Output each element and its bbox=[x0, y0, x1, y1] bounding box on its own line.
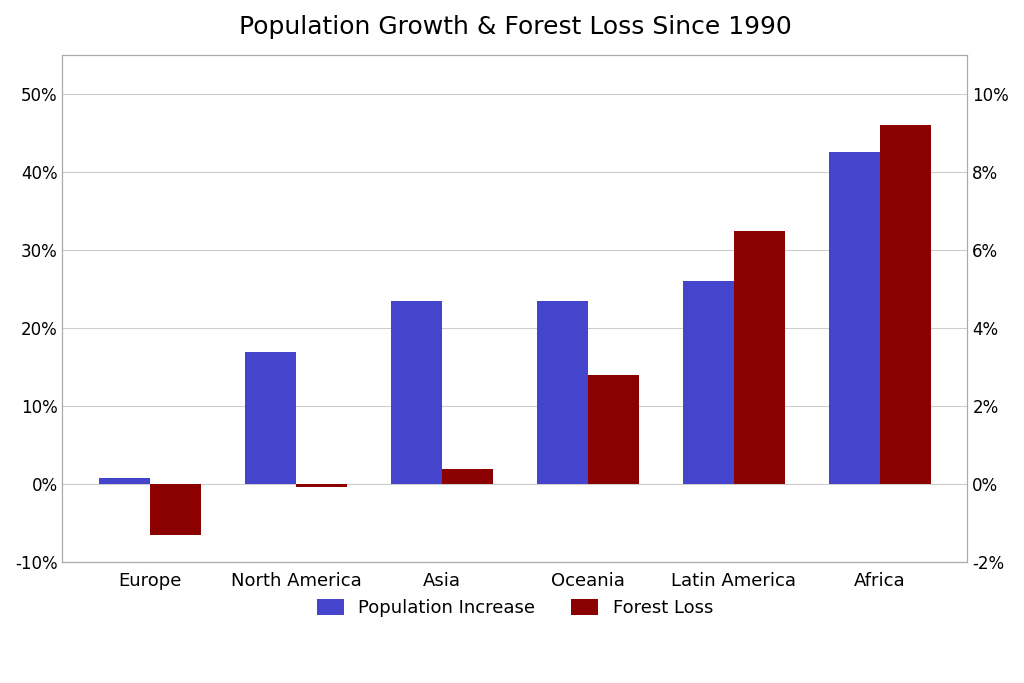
Bar bbox=[442, 469, 493, 484]
Bar bbox=[683, 281, 734, 484]
Title: Population Growth & Forest Loss Since 1990: Population Growth & Forest Loss Since 19… bbox=[239, 15, 792, 39]
Bar bbox=[588, 375, 639, 484]
Bar bbox=[734, 231, 785, 484]
Bar bbox=[99, 478, 151, 484]
Bar bbox=[828, 152, 880, 484]
Bar bbox=[537, 301, 588, 484]
Bar bbox=[245, 352, 296, 484]
Bar bbox=[880, 125, 931, 484]
Bar bbox=[391, 301, 442, 484]
Bar bbox=[151, 484, 201, 535]
Bar bbox=[296, 484, 347, 487]
Legend: Population Increase, Forest Loss: Population Increase, Forest Loss bbox=[309, 591, 721, 624]
